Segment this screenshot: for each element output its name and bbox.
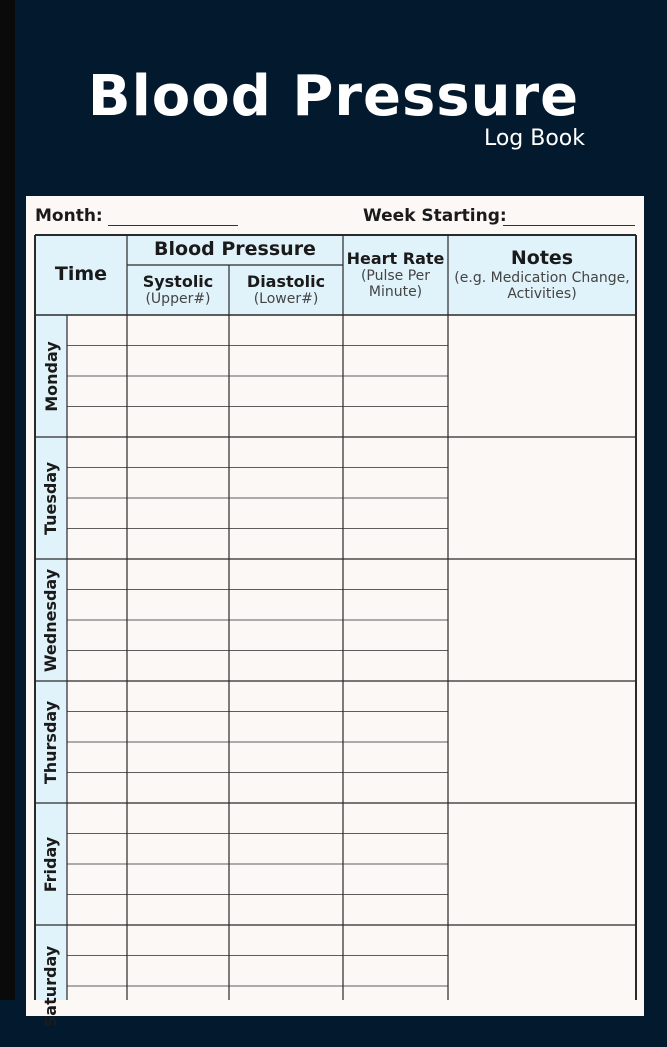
day-text: Tuesday <box>41 461 61 535</box>
day-text: Wednesday <box>41 568 61 672</box>
blood-pressure-header-label: Blood Pressure <box>154 238 316 261</box>
systolic-header-label: Systolic <box>142 271 214 291</box>
log-sheet: Month: Week Starting: <box>26 196 644 1016</box>
notes-header-note-2: Activities) <box>507 285 577 302</box>
notes-header-note-1: (e.g. Medication Change, <box>454 269 630 286</box>
day-text: Thursday <box>41 700 61 784</box>
blood-pressure-header: Blood Pressure <box>127 235 343 265</box>
month-field-line[interactable] <box>108 225 238 226</box>
systolic-header-note: (Upper#) <box>145 291 211 308</box>
day-label-saturday: Saturday <box>36 925 66 1047</box>
week-starting-label: Week Starting: <box>363 206 507 226</box>
systolic-header: Systolic (Upper#) <box>127 265 229 315</box>
day-label-tuesday: Tuesday <box>36 437 66 559</box>
diastolic-header: Diastolic (Lower#) <box>229 265 343 315</box>
month-label: Month: <box>35 206 103 226</box>
day-label-monday: Monday <box>36 315 66 437</box>
diastolic-header-note: (Lower#) <box>253 291 319 308</box>
diastolic-header-label: Diastolic <box>246 271 326 291</box>
day-label-thursday: Thursday <box>36 681 66 803</box>
day-text: Monday <box>41 340 61 412</box>
heart-rate-header-note-1: (Pulse Per <box>360 268 431 285</box>
notes-header-label: Notes <box>510 246 574 269</box>
day-label-wednesday: Wednesday <box>36 559 66 681</box>
cover-subtitle: Log Book <box>483 126 585 151</box>
cover-title: Blood Pressure <box>87 64 580 129</box>
heart-rate-header-note-2: Minute) <box>368 284 423 301</box>
time-header: Time <box>35 235 127 315</box>
day-text: Saturday <box>41 945 61 1027</box>
time-header-label: Time <box>54 263 108 286</box>
notes-header: Notes (e.g. Medication Change, Activitie… <box>448 235 636 315</box>
day-label-friday: Friday <box>36 803 66 925</box>
heart-rate-header-label: Heart Rate <box>346 248 445 268</box>
heart-rate-header: Heart Rate (Pulse Per Minute) <box>343 235 448 315</box>
week-starting-field-line[interactable] <box>503 225 635 226</box>
book-spine <box>0 0 15 1000</box>
day-text: Friday <box>41 836 61 892</box>
